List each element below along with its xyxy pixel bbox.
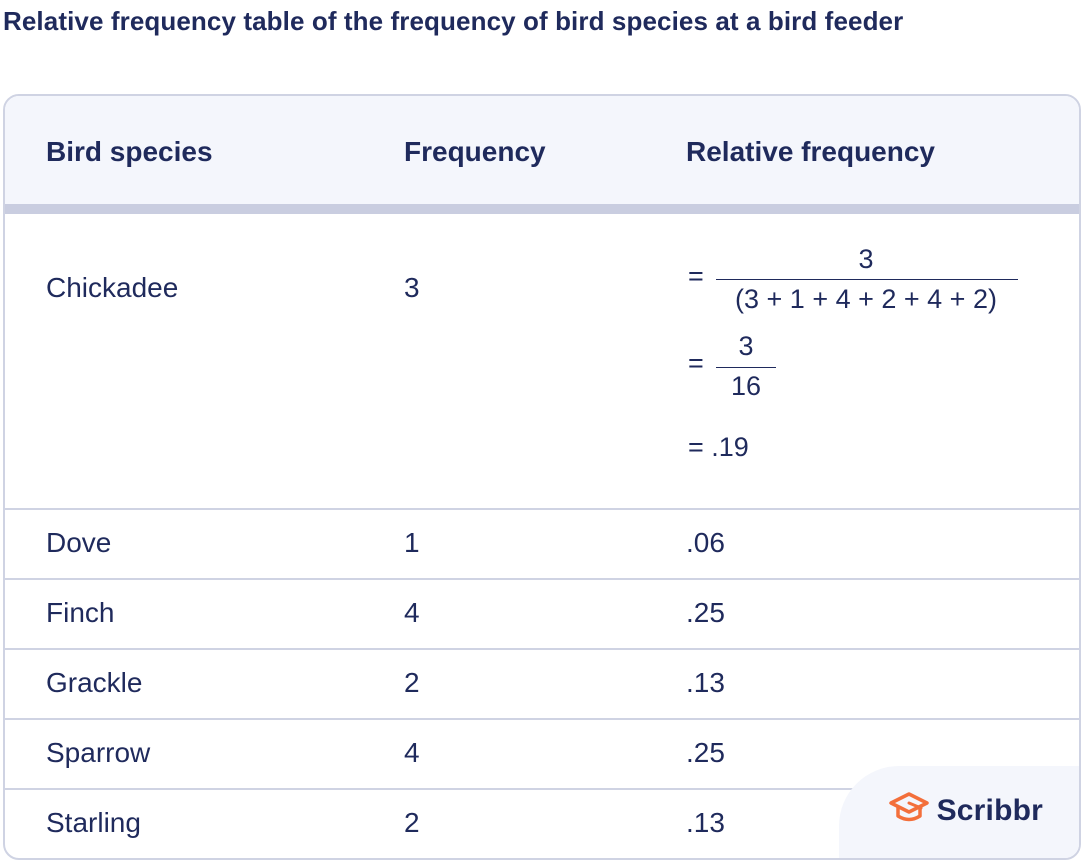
fraction-denominator: 16 bbox=[730, 371, 762, 401]
cell-frequency: 4 bbox=[404, 597, 420, 628]
logo-background bbox=[839, 766, 1079, 858]
cell-frequency: 1 bbox=[404, 527, 420, 558]
header-relative-frequency: Relative frequency bbox=[686, 136, 935, 167]
cell-frequency: 4 bbox=[404, 737, 420, 768]
page-title: Relative frequency table of the frequenc… bbox=[3, 6, 904, 36]
graduation-cap-icon bbox=[888, 791, 929, 830]
fraction-numerator: 3 bbox=[858, 244, 874, 274]
cell-relative-frequency: .13 bbox=[686, 667, 725, 698]
cell-species: Dove bbox=[46, 527, 112, 558]
table-header-row: Bird species Frequency Relative frequenc… bbox=[5, 96, 1079, 214]
cell-frequency: 2 bbox=[404, 807, 420, 838]
cell-relative-frequency: .25 bbox=[686, 597, 725, 628]
fraction-bar bbox=[716, 367, 776, 368]
frequency-table: Bird species Frequency Relative frequenc… bbox=[3, 94, 1081, 860]
cell-frequency: 3 bbox=[404, 272, 420, 303]
cell-frequency: 2 bbox=[404, 667, 420, 698]
fraction-numerator: 3 bbox=[738, 331, 754, 361]
cell-species: Finch bbox=[46, 597, 115, 628]
cell-species: Starling bbox=[46, 807, 141, 838]
equals-sign: = bbox=[688, 261, 704, 291]
logo-text: Scribbr bbox=[936, 793, 1043, 827]
cell-species: Chickadee bbox=[46, 272, 179, 303]
scribbr-logo: Scribbr bbox=[888, 791, 1043, 830]
table-row: Sparrow 4 .25 bbox=[5, 720, 1079, 790]
cell-relative-frequency: .06 bbox=[686, 527, 725, 558]
table-row-chickadee: Chickadee 3 = 3 (3 + 1 + 4 + 2 + 4 + 2) … bbox=[5, 224, 1079, 510]
cell-species: Sparrow bbox=[46, 737, 151, 768]
header-bird-species: Bird species bbox=[46, 136, 213, 167]
fraction-bar bbox=[716, 279, 1018, 280]
equals-sign: = bbox=[688, 348, 704, 378]
relative-frequency-result: = .19 bbox=[688, 432, 749, 462]
cell-relative-frequency: .25 bbox=[686, 737, 725, 768]
cell-species: Grackle bbox=[46, 667, 143, 698]
cell-relative-frequency: .13 bbox=[686, 807, 725, 838]
header-frequency: Frequency bbox=[404, 136, 546, 167]
table-row: Dove 1 .06 bbox=[5, 510, 1079, 580]
table-row: Finch 4 .25 bbox=[5, 580, 1079, 650]
table-row: Starling 2 .13 bbox=[5, 790, 1079, 858]
table-row: Grackle 2 .13 bbox=[5, 650, 1079, 720]
fraction-denominator: (3 + 1 + 4 + 2 + 4 + 2) bbox=[735, 284, 997, 314]
